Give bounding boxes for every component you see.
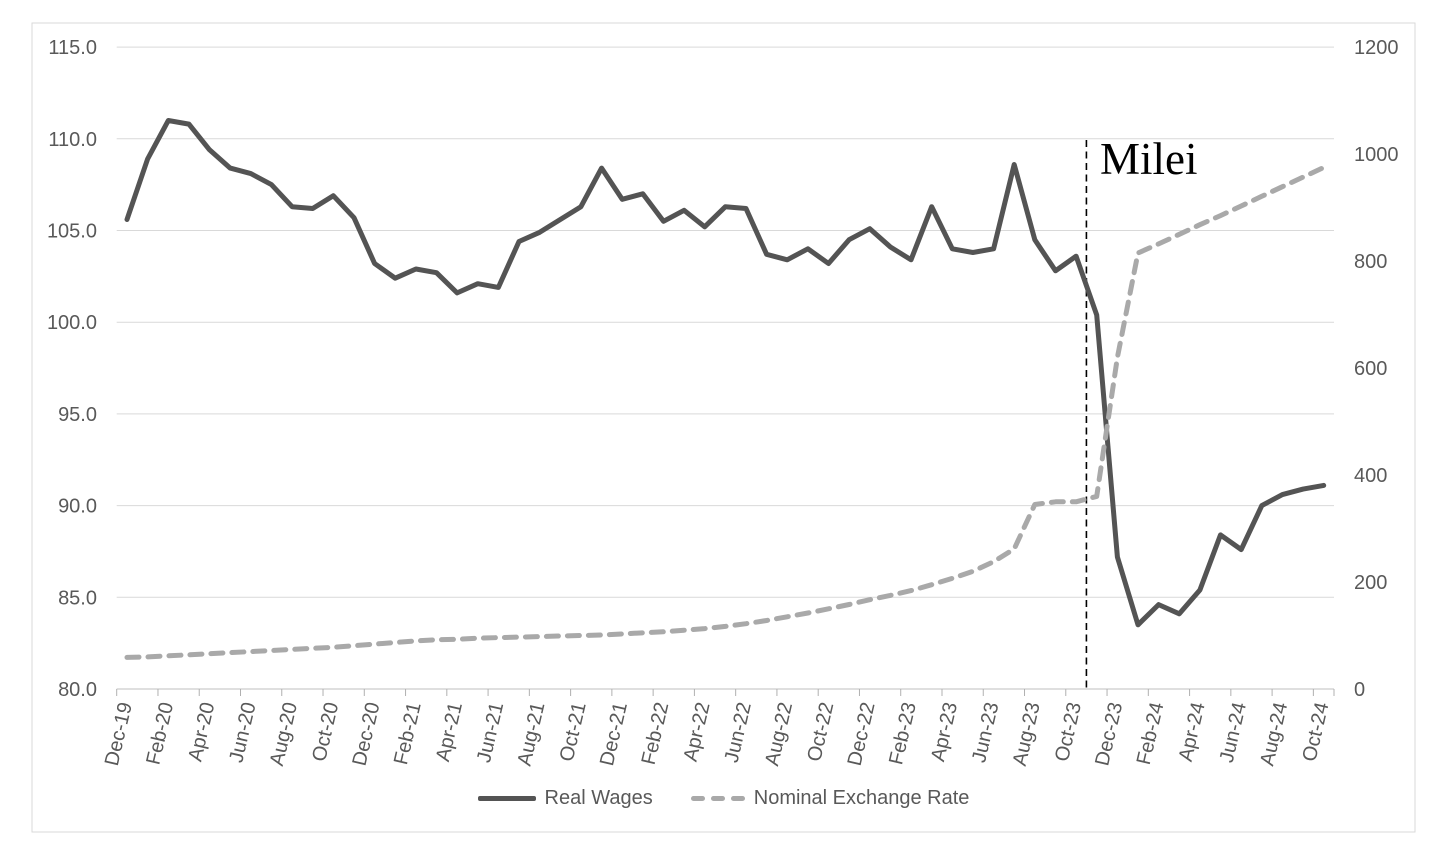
legend-item-nominal-exchange-rate: Nominal Exchange Rate <box>690 787 970 810</box>
left-axis-label: 80.0 <box>58 679 97 701</box>
legend-label-real-wages: Real Wages <box>544 787 653 809</box>
left-axis-label: 95.0 <box>58 404 97 426</box>
legend: Real Wages Nominal Exchange Rate <box>32 787 1415 810</box>
left-axis-label: 105.0 <box>47 221 97 243</box>
real-wages-line <box>124 118 1327 628</box>
real-wages-line-swatch <box>477 796 536 801</box>
right-axis-label: 800 <box>1354 251 1387 273</box>
left-axis-label: 115.0 <box>48 37 97 59</box>
milei-annotation-label: Milei <box>1100 134 1198 184</box>
right-axis-label: 0 <box>1354 679 1365 701</box>
left-axis-label: 110.0 <box>48 129 97 151</box>
legend-item-real-wages: Real Wages <box>477 787 653 810</box>
left-axis-label: 90.0 <box>58 496 97 518</box>
right-axis-label: 400 <box>1354 465 1387 487</box>
legend-label-nominal-exchange-rate: Nominal Exchange Rate <box>753 787 970 809</box>
nominal-exchange-rate-line <box>124 165 1327 660</box>
left-axis-label: 85.0 <box>58 587 97 609</box>
chart-border <box>31 22 1416 833</box>
right-axis-label: 1000 <box>1354 144 1399 166</box>
right-axis-label: 200 <box>1354 572 1387 594</box>
right-axis-label: 600 <box>1354 358 1387 380</box>
left-axis-label: 100.0 <box>47 312 97 334</box>
nominal-exchange-rate-line-swatch <box>690 796 745 801</box>
right-axis-label: 1200 <box>1354 37 1399 59</box>
